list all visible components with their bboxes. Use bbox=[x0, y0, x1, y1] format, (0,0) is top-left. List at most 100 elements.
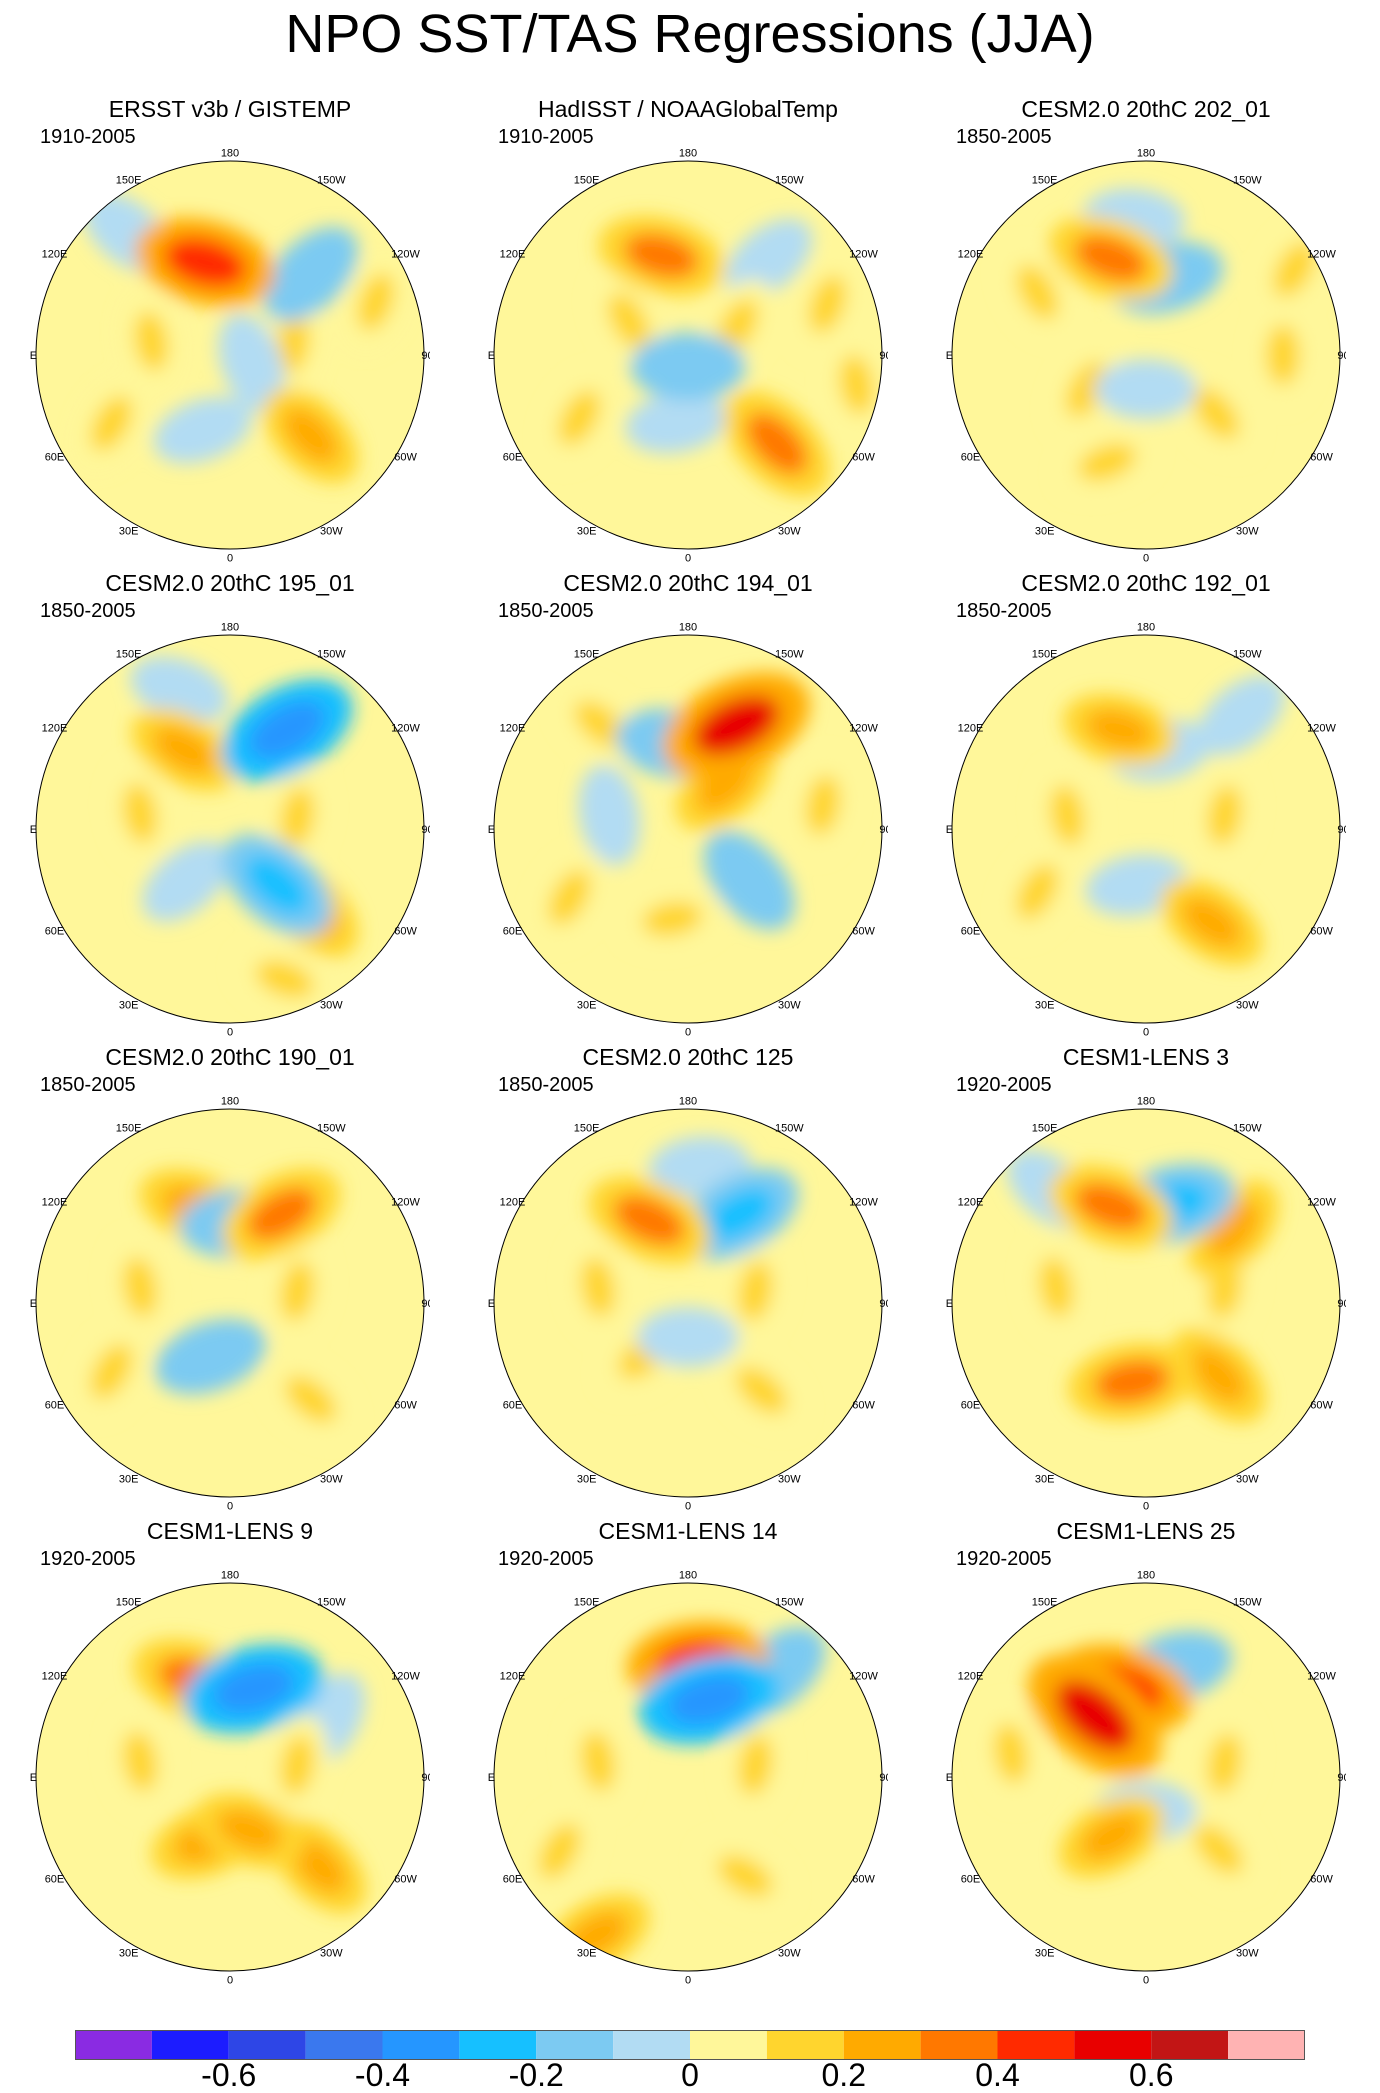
anomaly-core bbox=[280, 1735, 315, 1795]
longitude-label: 120W bbox=[1307, 1197, 1336, 1209]
longitude-label: 180 bbox=[679, 1095, 697, 1107]
longitude-label: 60E bbox=[961, 451, 981, 463]
longitude-label: 60E bbox=[961, 925, 981, 937]
longitude-label: 30E bbox=[119, 1000, 139, 1012]
map-border bbox=[951, 160, 1341, 550]
longitude-label: 120E bbox=[500, 723, 526, 735]
anomaly-core bbox=[1078, 443, 1136, 481]
colorbar-swatch bbox=[843, 2030, 921, 2060]
longitude-label: 180 bbox=[221, 1095, 239, 1107]
longitude-label: 180 bbox=[679, 1569, 697, 1581]
longitude-label: 120E bbox=[958, 1671, 984, 1683]
anomaly-core bbox=[212, 1663, 295, 1714]
anomaly-core bbox=[280, 787, 315, 847]
longitude-label: 120W bbox=[849, 249, 878, 261]
anomaly-core bbox=[90, 396, 133, 451]
longitude-label: 90W bbox=[879, 824, 888, 836]
anomaly-core bbox=[805, 775, 840, 835]
anomaly-core bbox=[1216, 692, 1267, 739]
longitude-label: 60W bbox=[1310, 925, 1333, 937]
anomaly-core bbox=[173, 411, 232, 449]
polar-map: 180 150E 120E 90E 60E 30E 0 30W 60W 90W 120W 150W bbox=[946, 621, 1346, 1038]
longitude-label: 30W bbox=[778, 1474, 801, 1486]
colorbar-swatch bbox=[151, 2030, 229, 2060]
longitude-label: 30W bbox=[320, 1000, 343, 1012]
panel-title: HadISST / NOAAGlobalTemp bbox=[538, 96, 838, 122]
polar-map: 180 150E 120E 90E 60E 30E 0 30W 60W 90W 120W 150W bbox=[946, 1095, 1346, 1512]
panel-period: 1920-2005 bbox=[956, 1074, 1052, 1096]
longitude-label: 0 bbox=[685, 553, 691, 565]
longitude-label: 90E bbox=[946, 350, 953, 362]
longitude-label: 30W bbox=[320, 1948, 343, 1960]
longitude-label: 150E bbox=[1032, 1596, 1058, 1608]
longitude-label: 120E bbox=[958, 723, 984, 735]
longitude-label: 30W bbox=[778, 1000, 801, 1012]
anomaly-core bbox=[1016, 264, 1059, 320]
longitude-label: 30W bbox=[778, 1948, 801, 1960]
longitude-label: 150W bbox=[1233, 648, 1262, 660]
longitude-label: 0 bbox=[685, 1501, 691, 1513]
longitude-label: 30W bbox=[320, 526, 343, 538]
longitude-label: 30E bbox=[1035, 1000, 1055, 1012]
longitude-label: 120W bbox=[1307, 1671, 1336, 1683]
longitude-label: 150W bbox=[775, 1596, 804, 1608]
longitude-label: 30E bbox=[119, 526, 139, 538]
figure-title: NPO SST/TAS Regressions (JJA) bbox=[285, 4, 1095, 64]
anomaly-core bbox=[693, 695, 780, 756]
anomaly-core bbox=[164, 237, 247, 288]
longitude-label: 90W bbox=[421, 1298, 430, 1310]
longitude-label: 30E bbox=[1035, 1474, 1055, 1486]
longitude-label: 60W bbox=[1310, 1399, 1333, 1411]
anomaly-core bbox=[123, 1257, 158, 1317]
map-panel: ERSST v3b / GISTEMP 1910-2005 180 150E 120E 9… bbox=[0, 95, 460, 565]
longitude-label: 60E bbox=[45, 1873, 65, 1885]
polar-map: 180 150E 120E 90E 60E 30E 0 30W 60W 90W 120W 150W bbox=[30, 1569, 430, 1986]
map-border bbox=[951, 634, 1341, 1024]
anomaly-core bbox=[1207, 1200, 1260, 1259]
anomaly-core bbox=[1039, 1257, 1074, 1317]
map-border bbox=[493, 1582, 883, 1972]
longitude-label: 30W bbox=[1236, 1948, 1259, 1960]
colorbar-swatch bbox=[1151, 2030, 1229, 2060]
longitude-label: 30E bbox=[577, 526, 597, 538]
longitude-label: 0 bbox=[1143, 1975, 1149, 1987]
anomaly-core bbox=[1074, 234, 1148, 283]
anomaly-core bbox=[574, 701, 626, 748]
colorbar-swatch bbox=[459, 2030, 537, 2060]
anomaly-core bbox=[646, 405, 706, 440]
map-panel: CESM2.0 20thC 194_01 1850-2005 180 150E 120E… bbox=[458, 569, 918, 1039]
anomaly-core bbox=[1181, 897, 1242, 948]
longitude-label: 90E bbox=[30, 1772, 37, 1784]
anomaly-core bbox=[613, 1195, 685, 1246]
anomaly-core bbox=[538, 1823, 581, 1879]
panel-title: CESM2.0 20thC 195_01 bbox=[105, 570, 355, 596]
anomaly-core bbox=[723, 851, 776, 910]
panel-period: 1850-2005 bbox=[40, 600, 136, 622]
anomaly-core bbox=[654, 347, 722, 386]
longitude-label: 0 bbox=[685, 1027, 691, 1039]
colorbar-swatch bbox=[690, 2030, 767, 2060]
longitude-label: 30W bbox=[1236, 526, 1259, 538]
anomaly-core bbox=[658, 1320, 718, 1354]
map-panel: CESM2.0 20thC 192_01 1850-2005 180 150E 120E… bbox=[916, 569, 1376, 1039]
map-border bbox=[493, 1108, 883, 1498]
anomaly-core bbox=[90, 1344, 133, 1399]
map-background bbox=[36, 1109, 424, 1497]
anomaly-core bbox=[548, 870, 591, 925]
longitude-label: 120W bbox=[849, 1197, 878, 1209]
longitude-label: 180 bbox=[1137, 1569, 1155, 1581]
panel-period: 1920-2005 bbox=[956, 1548, 1052, 1570]
colorbar-tick-label: 0.4 bbox=[975, 2057, 1020, 2093]
longitude-label: 60E bbox=[503, 1873, 523, 1885]
anomaly-core bbox=[255, 960, 314, 998]
longitude-label: 90W bbox=[421, 824, 430, 836]
polar-map: 180 150E 120E 90E 60E 30E 0 30W 60W 90W 120W 150W bbox=[488, 1569, 888, 1986]
anomaly-core bbox=[1194, 1825, 1243, 1874]
longitude-label: 90W bbox=[421, 350, 430, 362]
anomaly-core bbox=[283, 408, 339, 464]
polar-map: 180 150E 120E 90E 60E 30E 0 30W 60W 90W 120W 150W bbox=[488, 147, 888, 565]
anomaly-core bbox=[1207, 785, 1242, 845]
longitude-label: 60W bbox=[394, 1873, 417, 1885]
longitude-label: 90E bbox=[30, 824, 37, 836]
longitude-label: 150W bbox=[317, 174, 346, 186]
